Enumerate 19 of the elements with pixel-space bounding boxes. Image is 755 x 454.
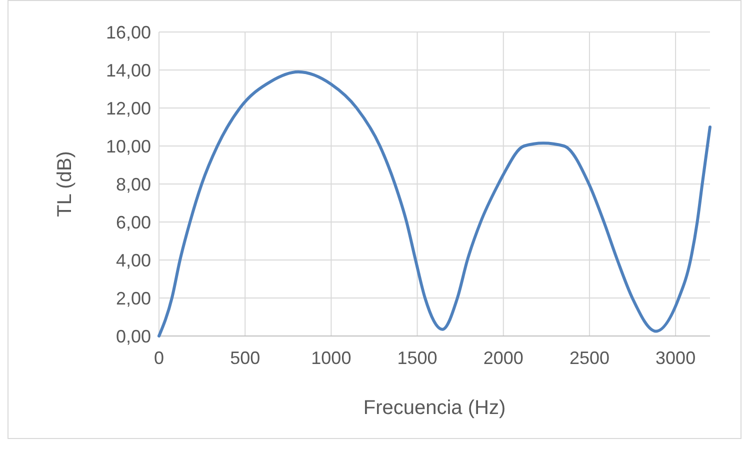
y-tick-label: 2,00 xyxy=(116,288,151,308)
x-tick-label: 0 xyxy=(154,348,164,368)
x-axis-title: Frecuencia (Hz) xyxy=(363,397,506,419)
y-tick-label: 10,00 xyxy=(106,136,151,156)
x-tick-label: 3000 xyxy=(656,348,696,368)
y-tick-label: 16,00 xyxy=(106,22,151,42)
y-tick-label: 6,00 xyxy=(116,212,151,232)
x-tick-label: 1500 xyxy=(397,348,438,368)
y-tick-label: 8,00 xyxy=(116,174,151,194)
x-tick-label: 1000 xyxy=(311,348,352,368)
x-tick-label: 500 xyxy=(230,348,260,368)
y-tick-label: 14,00 xyxy=(106,60,151,80)
line-series xyxy=(158,70,712,338)
x-tick-label: 2500 xyxy=(569,348,610,368)
y-tick-label: 12,00 xyxy=(106,98,151,118)
x-tick-label: 2000 xyxy=(483,348,524,368)
y-axis-title: TL (dB) xyxy=(54,151,76,217)
y-tick-label: 4,00 xyxy=(116,250,151,270)
y-tick-label: 0,00 xyxy=(116,326,151,346)
